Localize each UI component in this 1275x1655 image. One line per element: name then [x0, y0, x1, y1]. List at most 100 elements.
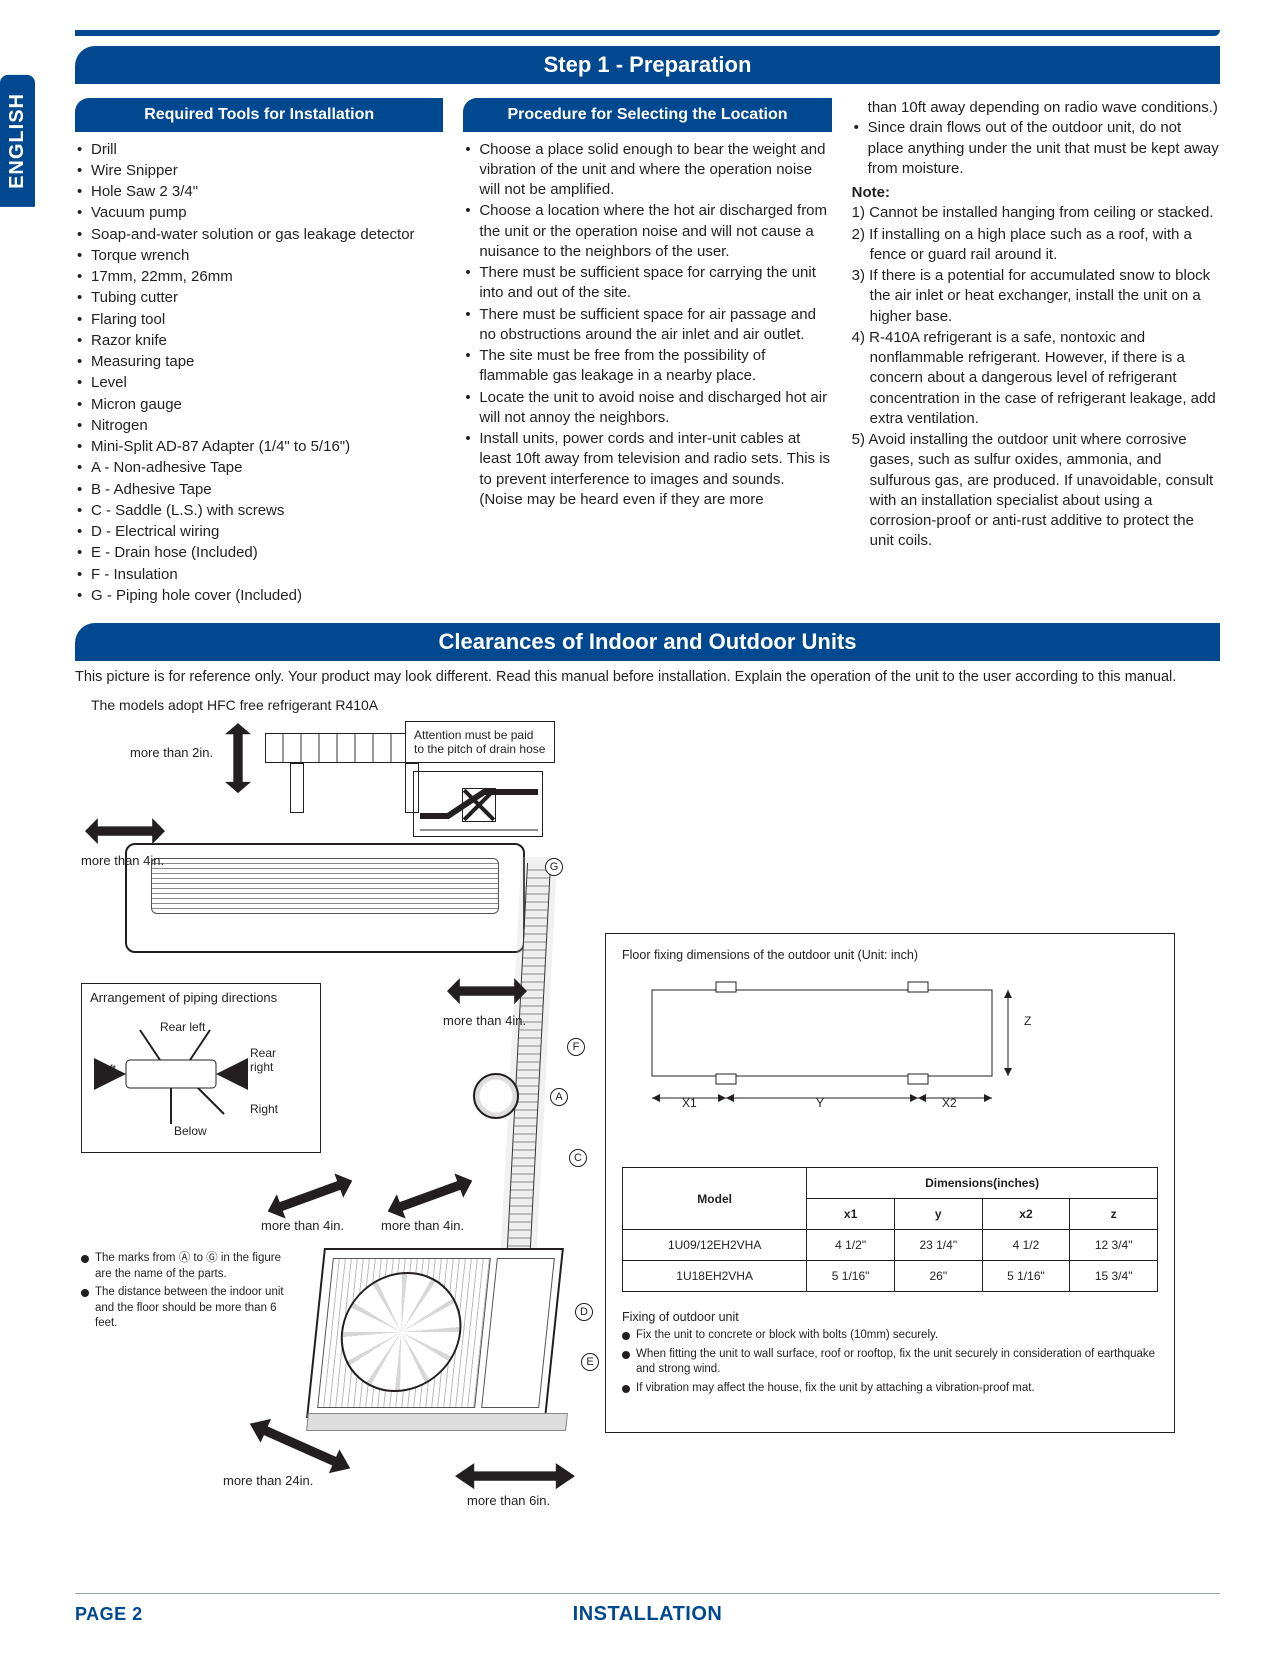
- floor-fixing-panel: Floor fixing dimensions of the outdoor u…: [605, 933, 1175, 1433]
- marks-note: The marks from Ⓐ to Ⓖ in the figure are …: [95, 1251, 291, 1282]
- dim-col-x2: x2: [982, 1199, 1070, 1230]
- label-a: A: [550, 1088, 568, 1106]
- list-item: Choose a place solid enough to bear the …: [463, 140, 831, 201]
- list-item: Measuring tape: [75, 352, 443, 372]
- tools-list: DrillWire SnipperHole Saw 2 3/4"Vacuum p…: [75, 140, 443, 607]
- list-item: Choose a location where the hot air disc…: [463, 201, 831, 262]
- list-item: Level: [75, 373, 443, 393]
- clearances-caption: This picture is for reference only. Your…: [75, 669, 1220, 685]
- label-top-clearance: more than 2in.: [130, 745, 213, 761]
- tools-header: Required Tools for Installation: [75, 98, 443, 132]
- prep-columns: Required Tools for Installation DrillWir…: [75, 98, 1220, 607]
- procedure-header: Procedure for Selecting the Location: [463, 98, 831, 132]
- list-item: G - Piping hole cover (Included): [75, 586, 443, 606]
- top-rule: [75, 30, 1220, 36]
- list-item: The site must be free from the possibili…: [463, 346, 831, 387]
- list-item: Nitrogen: [75, 416, 443, 436]
- dir-right: Right: [250, 1102, 278, 1116]
- axis-y: Y: [816, 1096, 824, 1110]
- label-indoor-right: more than 4in.: [443, 1013, 526, 1029]
- axis-z: Z: [1024, 1014, 1031, 1028]
- dir-rear-right: Rear right: [250, 1046, 300, 1075]
- dim-col-y: y: [894, 1199, 982, 1230]
- dim-th-model: Model: [623, 1168, 807, 1230]
- label-g: G: [545, 858, 563, 876]
- note-heading: Note:: [852, 183, 1220, 203]
- list-item: 3) If there is a potential for accumulat…: [852, 266, 1220, 327]
- dir-below: Below: [174, 1124, 207, 1138]
- label-out-left: more than 4in.: [261, 1218, 344, 1234]
- refrigerant-note: The models adopt HFC free refrigerant R4…: [91, 697, 378, 714]
- list-item: Fix the unit to concrete or block with b…: [622, 1328, 1158, 1344]
- dimensions-table: Model Dimensions(inches) x1 y x2 z 1U09/…: [622, 1167, 1158, 1292]
- attention-text: Attention must be paid to the pitch of d…: [414, 728, 545, 756]
- drain-pitch-ill: [413, 771, 543, 837]
- label-indoor-left: more than 4in.: [81, 853, 164, 869]
- floor-fix-title: Floor fixing dimensions of the outdoor u…: [622, 948, 1158, 962]
- piping-box-title: Arrangement of piping directions: [90, 990, 312, 1005]
- col3-bullets: Since drain flows out of the outdoor uni…: [852, 118, 1220, 179]
- language-tab: ENGLISH: [0, 75, 35, 207]
- list-item: Install units, power cords and inter-uni…: [463, 429, 831, 510]
- list-item: Soap-and-water solution or gas leakage d…: [75, 225, 443, 245]
- axis-x2: X2: [942, 1096, 957, 1110]
- indoor-unit: [125, 843, 525, 953]
- distance-note: The distance between the indoor unit and…: [95, 1285, 291, 1332]
- dim-th-dims: Dimensions(inches): [807, 1168, 1158, 1199]
- dir-rear-left: Rear left: [160, 1020, 205, 1034]
- outdoor-footprint: [622, 972, 1022, 1112]
- label-out-front: more than 6in.: [467, 1493, 550, 1509]
- table-cell: 4 1/2: [982, 1230, 1070, 1261]
- list-item: Razor knife: [75, 331, 443, 351]
- notes-list: 1) Cannot be installed hanging from ceil…: [852, 203, 1220, 551]
- list-item: There must be sufficient space for air p…: [463, 305, 831, 346]
- list-item: Torque wrench: [75, 246, 443, 266]
- axis-x1: X1: [682, 1096, 697, 1110]
- label-out-back: more than 24in.: [223, 1473, 313, 1489]
- list-item: Hole Saw 2 3/4": [75, 182, 443, 202]
- table-cell: 5 1/16": [807, 1261, 895, 1292]
- list-item: Flaring tool: [75, 310, 443, 330]
- clearance-diagram: The models adopt HFC free refrigerant R4…: [75, 693, 1215, 1573]
- list-item: 17mm, 22mm, 26mm: [75, 267, 443, 287]
- arrow-indoor-right: [447, 978, 527, 1004]
- table-row: 1U18EH2VHA5 1/16"26"5 1/16"15 3/4": [623, 1261, 1158, 1292]
- saddle-ring: [473, 1073, 519, 1119]
- label-out-mid: more than 4in.: [381, 1218, 464, 1234]
- table-cell: 4 1/2": [807, 1230, 895, 1261]
- col3-lead: than 10ft away depending on radio wave c…: [852, 98, 1220, 118]
- bracket-leg-l: [290, 763, 304, 813]
- list-item: Micron gauge: [75, 395, 443, 415]
- step-banner: Step 1 - Preparation: [75, 46, 1220, 84]
- label-e: E: [581, 1353, 599, 1371]
- arrow-out-front: [455, 1463, 575, 1489]
- procedure-column: Procedure for Selecting the Location Cho…: [463, 98, 831, 607]
- arrow-out-left: [263, 1168, 356, 1223]
- list-item: Vacuum pump: [75, 203, 443, 223]
- fixing-title: Fixing of outdoor unit: [622, 1310, 1158, 1324]
- clearances-banner: Clearances of Indoor and Outdoor Units: [75, 623, 1220, 661]
- list-item: 1) Cannot be installed hanging from ceil…: [852, 203, 1220, 223]
- col3-bullet: Since drain flows out of the outdoor uni…: [852, 118, 1220, 179]
- table-cell: 26": [894, 1261, 982, 1292]
- piping-box: Arrangement of piping directions Rear le…: [81, 983, 321, 1153]
- dir-left: Left: [96, 1062, 116, 1076]
- list-item: D - Electrical wiring: [75, 522, 443, 542]
- footer-section: INSTALLATION: [573, 1603, 723, 1626]
- table-cell: 12 3/4": [1070, 1230, 1158, 1261]
- list-item: Locate the unit to avoid noise and disch…: [463, 388, 831, 429]
- list-item: E - Drain hose (Included): [75, 543, 443, 563]
- list-item: C - Saddle (L.S.) with screws: [75, 501, 443, 521]
- dim-col-z: z: [1070, 1199, 1158, 1230]
- label-d: D: [575, 1303, 593, 1321]
- table-cell: 23 1/4": [894, 1230, 982, 1261]
- arrow-indoor-left: [85, 818, 165, 844]
- list-item: Drill: [75, 140, 443, 160]
- procedure-list: Choose a place solid enough to bear the …: [463, 140, 831, 511]
- arrow-top-clearance: [225, 723, 251, 793]
- attention-box: Attention must be paid to the pitch of d…: [405, 721, 555, 763]
- list-item: Wire Snipper: [75, 161, 443, 181]
- table-cell: 1U18EH2VHA: [623, 1261, 807, 1292]
- list-item: 2) If installing on a high place such as…: [852, 225, 1220, 266]
- outdoor-base: [306, 1413, 568, 1431]
